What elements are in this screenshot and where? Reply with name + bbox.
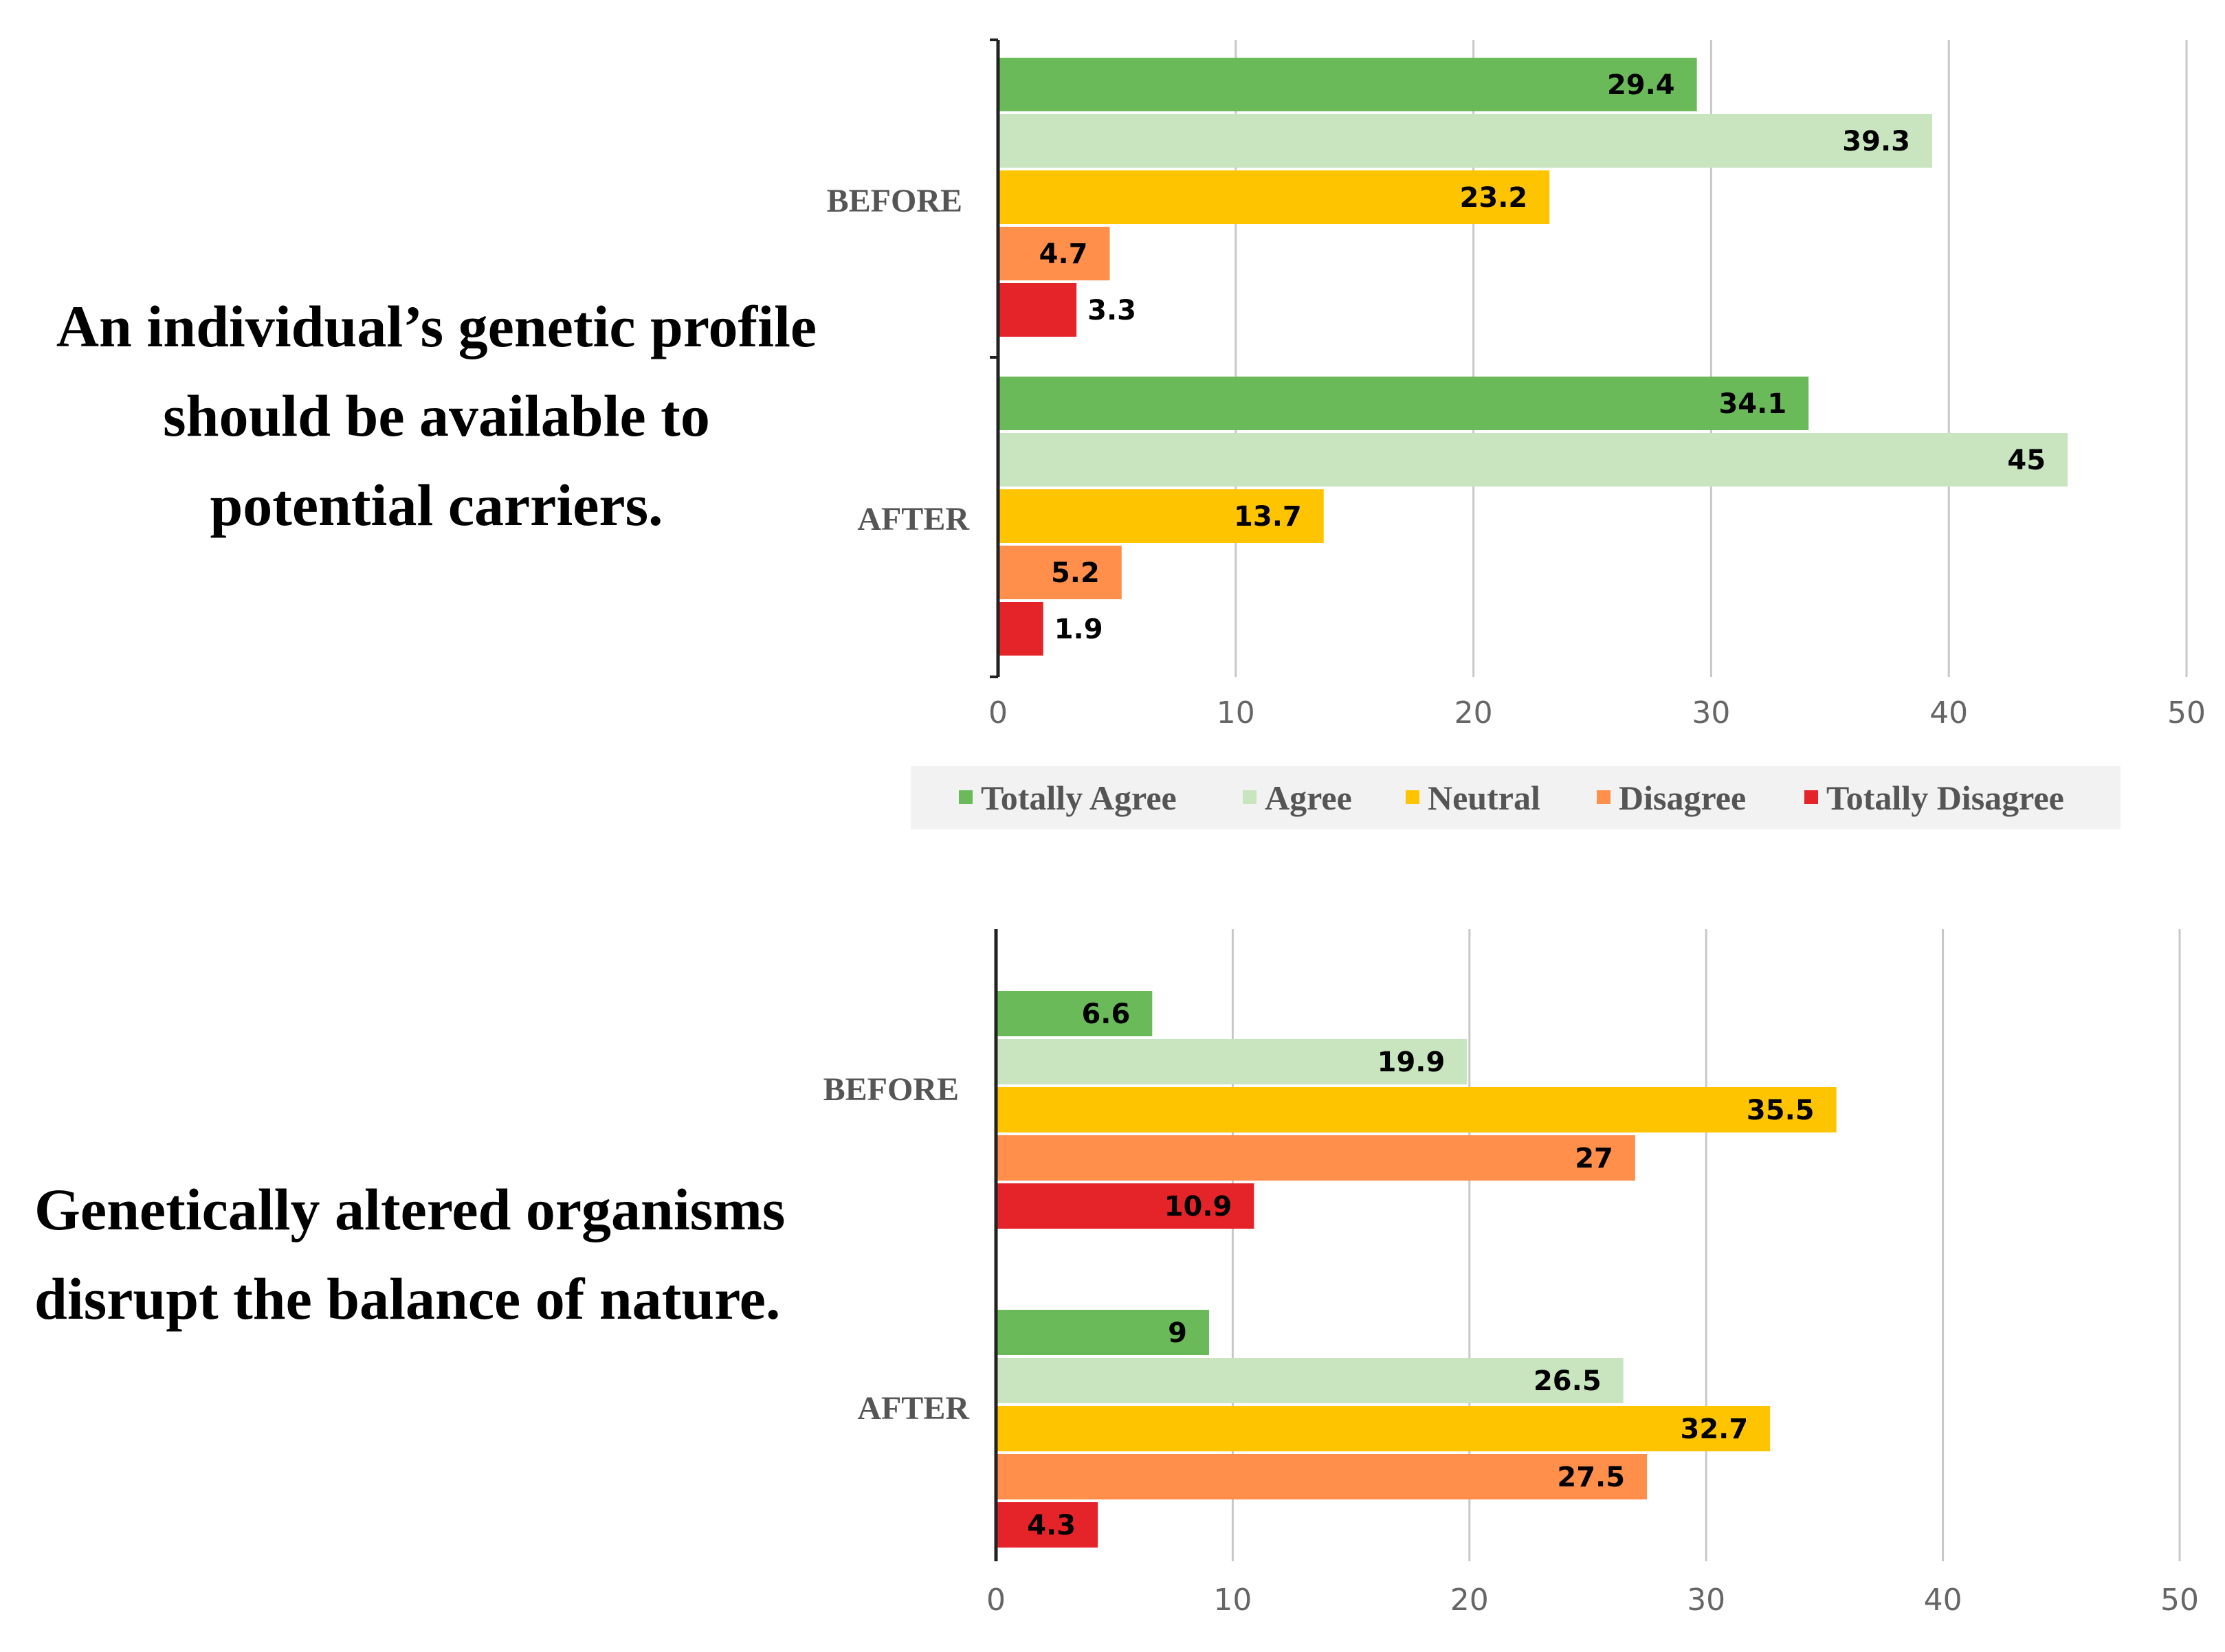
statement-2: Genetically altered organisms disrupt th… (34, 1165, 880, 1343)
data-label: 9 (1168, 1317, 1187, 1349)
bar (998, 283, 1077, 337)
category-label: AFTER (857, 501, 970, 537)
x-tick-label: 40 (1924, 1583, 1962, 1618)
bar (996, 1358, 1624, 1403)
bar (998, 489, 1324, 543)
data-label: 1.9 (1054, 614, 1103, 645)
x-tick-label: 30 (1692, 695, 1730, 730)
x-tick-label: 20 (1454, 695, 1493, 730)
data-label: 4.3 (1027, 1510, 1076, 1541)
bar (996, 1135, 1635, 1181)
x-tick-label: 30 (1687, 1583, 1725, 1618)
data-label: 35.5 (1747, 1095, 1815, 1126)
bar (996, 1454, 1648, 1499)
data-label: 13.7 (1234, 501, 1302, 533)
bar (998, 114, 1932, 168)
x-tick-label: 20 (1450, 1583, 1489, 1618)
bar (996, 1087, 1837, 1132)
bar (996, 991, 1153, 1036)
legend-swatch (1406, 790, 1419, 804)
data-label: 5.2 (1051, 557, 1100, 589)
data-label: 3.3 (1087, 295, 1136, 326)
statement-2-line: disrupt the balance of nature. (34, 1266, 781, 1332)
bar (998, 602, 1043, 656)
bar (998, 377, 1809, 430)
legend-swatch (959, 790, 973, 804)
data-label: 4.7 (1039, 238, 1088, 270)
category-label: BEFORE (827, 183, 962, 219)
x-tick-label: 50 (2167, 695, 2206, 730)
legend-swatch (1804, 790, 1818, 804)
statement-1-line: potential carriers. (210, 472, 663, 538)
bar (998, 546, 1122, 599)
x-tick-label: 0 (988, 695, 1008, 730)
bar (998, 58, 1697, 111)
statement-1-line: should be available to (163, 383, 710, 449)
x-tick-label: 0 (986, 1583, 1006, 1618)
data-label: 26.5 (1534, 1365, 1602, 1397)
bar (996, 1502, 1098, 1548)
legend-swatch (1243, 790, 1257, 804)
legend-label: Neutral (1428, 779, 1540, 817)
category-label: BEFORE (823, 1071, 959, 1108)
bar (996, 1310, 1209, 1355)
data-label: 23.2 (1460, 182, 1528, 214)
data-label: 32.7 (1680, 1414, 1748, 1445)
bar (996, 1039, 1468, 1084)
data-label: 39.3 (1842, 126, 1910, 157)
bar (998, 433, 2068, 487)
bar (996, 1183, 1254, 1229)
statement-1-line: An individual’s genetic profile (56, 293, 817, 359)
category-label: AFTER (857, 1390, 970, 1427)
x-tick-label: 50 (2160, 1583, 2199, 1618)
data-label: 6.6 (1081, 998, 1130, 1030)
data-label: 45 (2007, 445, 2046, 476)
data-label: 29.4 (1607, 69, 1675, 101)
data-label: 34.1 (1718, 388, 1786, 420)
statement-1: An individual’s genetic profile should b… (14, 282, 859, 550)
legend-label: Totally Disagree (1826, 779, 2064, 817)
x-tick-label: 10 (1213, 1583, 1252, 1618)
legend-swatch (1597, 790, 1610, 804)
data-label: 19.9 (1377, 1047, 1446, 1078)
legend-label: Disagree (1619, 779, 1746, 817)
x-tick-label: 40 (1929, 695, 1968, 730)
data-label: 27.5 (1557, 1462, 1625, 1493)
legend-box (911, 766, 2121, 829)
legend-label: Agree (1265, 779, 1352, 817)
data-label: 27 (1575, 1143, 1613, 1174)
bar (998, 227, 1110, 280)
x-tick-label: 10 (1217, 695, 1255, 730)
bar (996, 1406, 1771, 1451)
statement-2-line: Genetically altered organisms (34, 1176, 786, 1242)
legend-label: Totally Agree (981, 779, 1177, 817)
data-label: 10.9 (1164, 1191, 1232, 1223)
bar (998, 170, 1550, 224)
